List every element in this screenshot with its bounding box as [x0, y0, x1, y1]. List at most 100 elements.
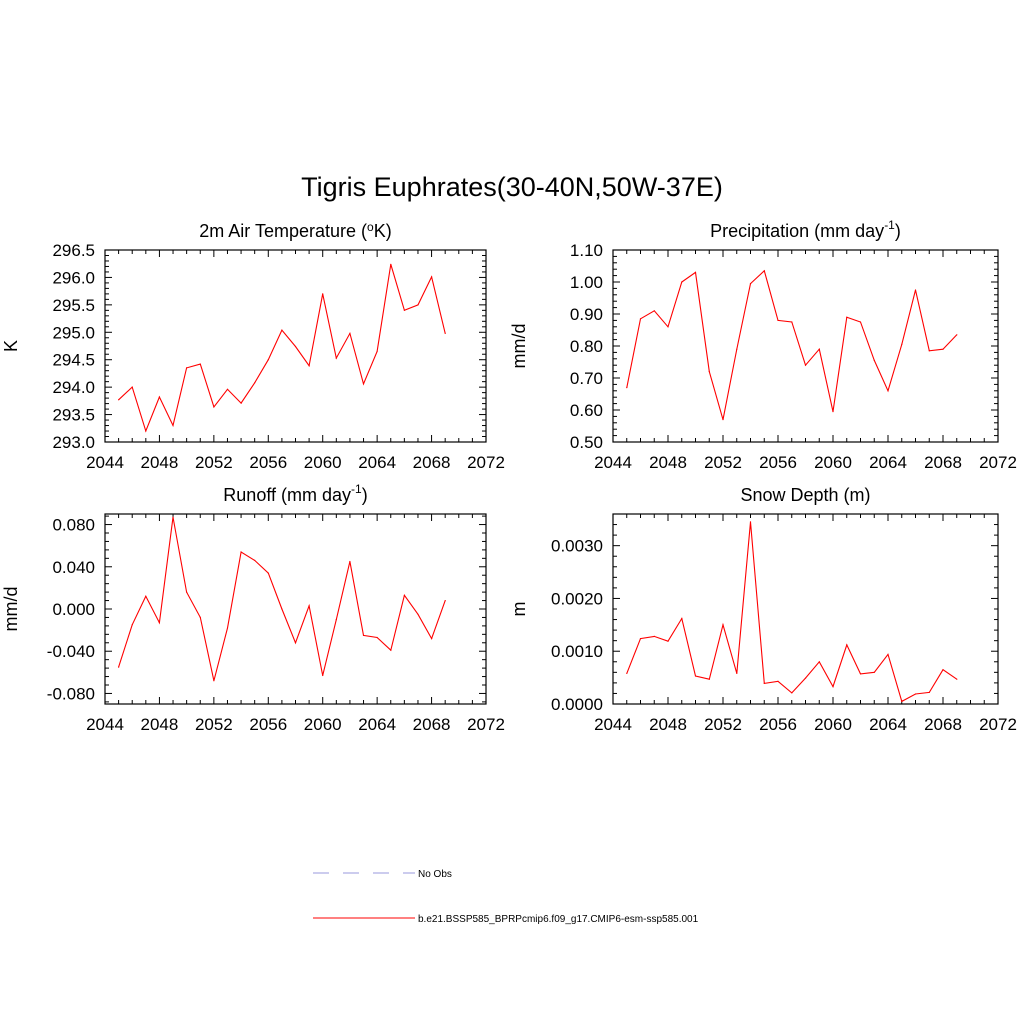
- x-tick-label: 2056: [759, 453, 797, 472]
- data-point: [349, 560, 351, 563]
- y-tick-label: 293.5: [52, 406, 95, 425]
- series-line: [118, 517, 446, 681]
- data-point: [118, 666, 120, 668]
- panel-title-superscript: -1: [884, 218, 895, 232]
- data-point: [322, 674, 324, 677]
- data-point: [667, 326, 669, 328]
- legend-item-2: b.e21.BSSP585_BPRPcmip6.f09_g17.CMIP6-es…: [313, 914, 699, 925]
- data-point: [322, 293, 324, 295]
- y-tick-label: 296.5: [52, 241, 95, 260]
- data-point: [859, 321, 862, 323]
- data-point: [859, 673, 862, 675]
- data-point: [240, 402, 242, 404]
- data-point: [186, 591, 188, 593]
- data-point: [901, 700, 903, 703]
- data-point: [722, 624, 724, 626]
- x-tick-label: 2060: [814, 453, 852, 472]
- x-tick-label: 2072: [467, 715, 505, 734]
- y-tick-label: 294.5: [52, 351, 95, 370]
- data-point: [267, 359, 269, 361]
- x-tick-label: 2064: [869, 715, 907, 734]
- data-point: [694, 271, 697, 273]
- x-tick-label: 2072: [979, 453, 1017, 472]
- data-point: [708, 678, 710, 680]
- data-point: [131, 386, 133, 388]
- data-point: [653, 310, 655, 312]
- x-tick-label: 2052: [195, 715, 233, 734]
- data-point: [832, 686, 834, 688]
- data-point: [681, 281, 683, 283]
- data-point: [667, 640, 669, 642]
- x-tick-label: 2068: [413, 453, 451, 472]
- data-point: [639, 638, 642, 640]
- y-tick-label: 0.0010: [551, 642, 603, 661]
- data-point: [240, 551, 242, 553]
- data-point: [390, 649, 392, 651]
- y-axis-label: K: [1, 340, 21, 352]
- data-point: [172, 424, 174, 427]
- y-tick-label: 1.00: [570, 273, 603, 292]
- x-tick-label: 2056: [249, 453, 287, 472]
- data-point: [749, 521, 752, 523]
- y-tick-label: 0.040: [52, 558, 95, 577]
- y-axis-label: mm/d: [1, 587, 21, 632]
- data-point: [186, 367, 188, 369]
- panel-title-superscript: -1: [351, 482, 362, 496]
- x-tick-label: 2056: [249, 715, 287, 734]
- data-point: [431, 276, 433, 278]
- panel-title-end: ): [895, 221, 901, 241]
- x-tick-label: 2044: [86, 715, 124, 734]
- data-point: [281, 329, 283, 331]
- y-tick-label: 294.0: [52, 378, 95, 397]
- panel-title-main: Precipitation (mm day: [710, 221, 884, 241]
- legend-label: b.e21.BSSP585_BPRPcmip6.f09_g17.CMIP6-es…: [418, 914, 699, 925]
- data-point: [942, 348, 944, 350]
- chart-panel-3: 2044 2048 2052 2056 2060 2064 2068 2072 -0.080 -0…: [1, 482, 505, 734]
- data-point: [626, 387, 628, 389]
- data-point: [444, 600, 446, 602]
- data-point: [199, 363, 201, 365]
- x-tick-label: 2052: [704, 453, 742, 472]
- data-point: [294, 642, 297, 644]
- x-tick-label: 2044: [594, 453, 632, 472]
- data-point: [417, 613, 419, 615]
- data-point: [749, 283, 752, 285]
- x-tick-label: 2064: [869, 453, 907, 472]
- y-tick-label: 0.90: [570, 305, 603, 324]
- data-point: [376, 636, 378, 639]
- y-tick-label: -0.040: [47, 642, 95, 661]
- panel-title: 2m Air Temperature (oK): [199, 220, 391, 241]
- data-point: [335, 619, 337, 621]
- data-point: [213, 406, 215, 408]
- x-tick-label: 2048: [649, 453, 687, 472]
- data-point: [832, 411, 834, 413]
- x-tick-label: 2068: [924, 715, 962, 734]
- data-point: [804, 364, 807, 366]
- x-tick-label: 2072: [979, 715, 1017, 734]
- data-point: [901, 343, 903, 345]
- chart-panel-4: 2044 2048 2052 2056 2060 2064 2068 2072 0.0000 0.…: [509, 485, 1017, 734]
- data-point: [777, 680, 779, 682]
- panel-title: Snow Depth (m): [740, 485, 870, 505]
- data-point: [376, 350, 378, 353]
- data-point: [349, 332, 351, 334]
- x-tick-label: 2064: [358, 453, 396, 472]
- data-point: [281, 608, 283, 610]
- x-tick-label: 2060: [814, 715, 852, 734]
- data-point: [362, 383, 365, 385]
- data-point: [914, 693, 917, 695]
- data-point: [294, 345, 297, 348]
- x-tick-label: 2064: [358, 715, 396, 734]
- y-tick-label: 0.000: [52, 600, 95, 619]
- y-tick-label: 295.5: [52, 296, 95, 315]
- x-tick-label: 2052: [195, 453, 233, 472]
- y-axis-label: mm/d: [509, 324, 529, 369]
- data-point: [267, 572, 269, 574]
- data-point: [254, 382, 256, 384]
- y-tick-label: 0.50: [570, 433, 603, 452]
- x-tick-label: 2060: [304, 453, 342, 472]
- data-point: [846, 644, 848, 646]
- data-point: [681, 617, 683, 620]
- data-point: [403, 309, 405, 311]
- data-point: [626, 672, 628, 675]
